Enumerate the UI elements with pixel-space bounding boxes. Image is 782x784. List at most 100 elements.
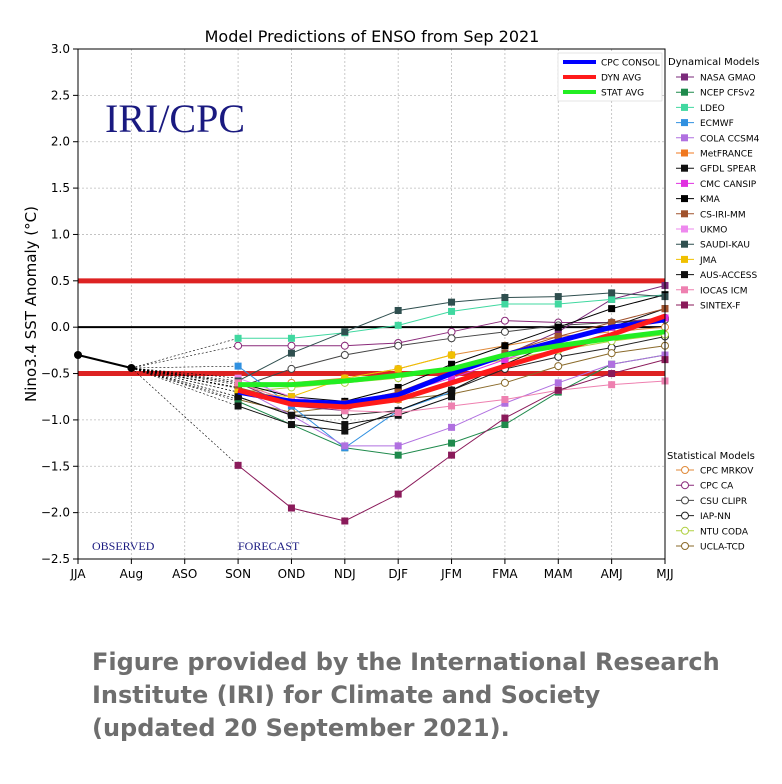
x-tick-label: ASO	[172, 567, 197, 581]
x-tick-label: JFM	[440, 567, 462, 581]
dynamical-legend-marker	[681, 210, 688, 218]
statistical-legend-label: CSU CLIPR	[700, 497, 747, 507]
enso-chart: JJA Aug ASO SON OND NDJ DJF JFM FMA MAM AMJ MJJ 3.0 2…	[22, 27, 760, 581]
statistical-series-point	[607, 349, 616, 358]
forecast-connector	[131, 367, 239, 407]
statistical-series-point	[234, 341, 243, 350]
dynamical-legend-label: CS-IRI-MM	[700, 210, 746, 220]
dynamical-series-point	[341, 427, 349, 435]
dynamical-series-point	[234, 362, 242, 370]
dynamical-series-point	[394, 408, 402, 416]
y-tick-label: −1.0	[41, 413, 70, 427]
dynamical-legend-title: Dynamical Models	[668, 57, 759, 68]
dynamical-series-point	[501, 399, 509, 407]
forecast-connector	[131, 367, 239, 384]
statistical-series-point	[554, 352, 563, 361]
statistical-series-point	[287, 341, 296, 350]
dynamical-series-point	[341, 407, 349, 415]
dynamical-legend-marker	[681, 286, 688, 294]
dynamical-series-point	[287, 411, 295, 419]
dynamical-legend-label: COLA CCSM4	[700, 134, 760, 144]
dynamical-legend-marker	[681, 164, 688, 172]
dynamical-series-point	[608, 360, 616, 368]
dynamical-legend-marker	[681, 225, 688, 233]
dynamical-series-point	[448, 423, 456, 431]
dynamical-series-point	[554, 379, 562, 387]
dynamical-series-point	[501, 294, 509, 302]
dynamical-legend-label: CMC CANSIP	[700, 180, 757, 190]
x-tick-label: MAM	[544, 567, 573, 581]
consensus-series-line	[237, 317, 666, 406]
plot-lines	[74, 278, 669, 525]
dynamical-series-point	[554, 332, 562, 340]
dynamical-series-point	[341, 517, 349, 525]
statistical-series-point	[287, 364, 296, 373]
dynamical-series-point	[287, 421, 295, 429]
observed-line	[77, 354, 132, 369]
dynamical-legend-marker	[681, 88, 688, 96]
dynamical-legend-label: SAUDI-KAU	[700, 241, 750, 251]
dynamical-legend-marker	[681, 103, 688, 111]
dynamical-series-point	[394, 388, 402, 396]
dynamical-series-point	[341, 442, 349, 450]
x-tick-label: Aug	[120, 567, 143, 581]
dynamical-series-point	[448, 351, 456, 359]
dynamical-series-point	[501, 342, 509, 350]
dynamical-legend-label: NASA GMAO	[700, 74, 756, 84]
y-tick-label: 1.5	[51, 181, 70, 195]
dynamical-series-point	[501, 300, 509, 308]
statistical-legend-label: CPC CA	[700, 482, 734, 492]
dynamical-series-point	[341, 421, 349, 429]
forecast-label: FORECAST	[238, 539, 300, 553]
dynamical-series-point	[501, 396, 509, 404]
dynamical-series-point	[501, 421, 509, 429]
x-tick-label: OND	[278, 567, 306, 581]
dynamical-legend-label: UKMO	[700, 226, 727, 236]
y-tick-label: −0.5	[41, 367, 70, 381]
dynamical-series-point	[394, 306, 402, 314]
dynamical-legend-marker	[681, 255, 688, 263]
statistical-series-point	[447, 334, 456, 343]
dynamical-legend-label: MetFRANCE	[700, 150, 753, 160]
statistical-legend-marker	[681, 496, 689, 505]
dynamical-series-point	[554, 293, 562, 301]
dynamical-series-point	[448, 402, 456, 410]
iri-cpc-watermark: IRI/CPC	[105, 96, 245, 141]
dynamical-series-point	[394, 321, 402, 329]
consensus-legend-label: DYN AVG	[601, 74, 641, 84]
y-tick-label: 3.0	[51, 42, 70, 56]
y-tick-label: 0.0	[51, 320, 70, 334]
y-tick-label: 0.5	[51, 274, 70, 288]
dynamical-series-point	[608, 381, 616, 389]
dynamical-legend-label: GFDL SPEAR	[700, 165, 756, 175]
dynamical-series-point	[234, 461, 242, 469]
dynamical-legend-label: ECMWF	[700, 119, 734, 129]
x-tick-label: SON	[225, 567, 251, 581]
dynamical-series-point	[448, 386, 456, 394]
dynamical-series-point	[608, 319, 616, 327]
y-tick-label: −2.0	[41, 506, 70, 520]
plot-frame	[77, 48, 666, 560]
statistical-series-point	[394, 341, 403, 350]
x-tick-label: MJJ	[656, 567, 673, 581]
statistical-series-point	[340, 341, 349, 350]
dynamical-series-point	[287, 349, 295, 357]
statistical-series-point	[554, 362, 563, 371]
dynamical-series-point	[448, 298, 456, 306]
axes: JJA Aug ASO SON OND NDJ DJF JFM FMA MAM AMJ MJJ 3.0 2…	[41, 42, 674, 581]
dynamical-series-point	[234, 402, 242, 410]
y-tick-label: 1.0	[51, 227, 70, 241]
statistical-series-point	[500, 316, 509, 325]
x-tick-label: AMJ	[601, 567, 623, 581]
dynamical-series-point	[394, 383, 402, 391]
dynamical-legend-marker	[681, 149, 688, 157]
dynamical-legend-marker	[681, 134, 688, 142]
y-tick-label: 2.0	[51, 135, 70, 149]
statistical-legend-marker	[681, 526, 689, 535]
forecast-connector	[131, 367, 239, 400]
forecast-connector	[131, 367, 239, 402]
dynamical-legend-label: NCEP CFSv2	[700, 89, 755, 99]
dynamical-series-point	[608, 370, 616, 378]
observed-point	[127, 363, 136, 372]
statistical-legend-title: Statistical Models	[667, 451, 755, 462]
